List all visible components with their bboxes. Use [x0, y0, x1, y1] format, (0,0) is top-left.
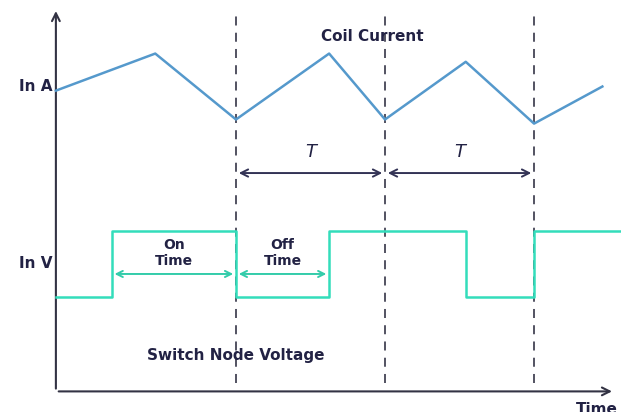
Text: Switch Node Voltage: Switch Node Voltage: [147, 348, 325, 363]
Text: T: T: [305, 143, 316, 161]
Text: In V: In V: [19, 256, 53, 271]
Text: In A: In A: [19, 79, 53, 94]
Text: Time: Time: [576, 402, 618, 412]
Text: T: T: [454, 143, 465, 161]
Text: Off
Time: Off Time: [263, 238, 302, 268]
Text: Coil Current: Coil Current: [321, 29, 424, 44]
Text: On
Time: On Time: [155, 238, 193, 268]
